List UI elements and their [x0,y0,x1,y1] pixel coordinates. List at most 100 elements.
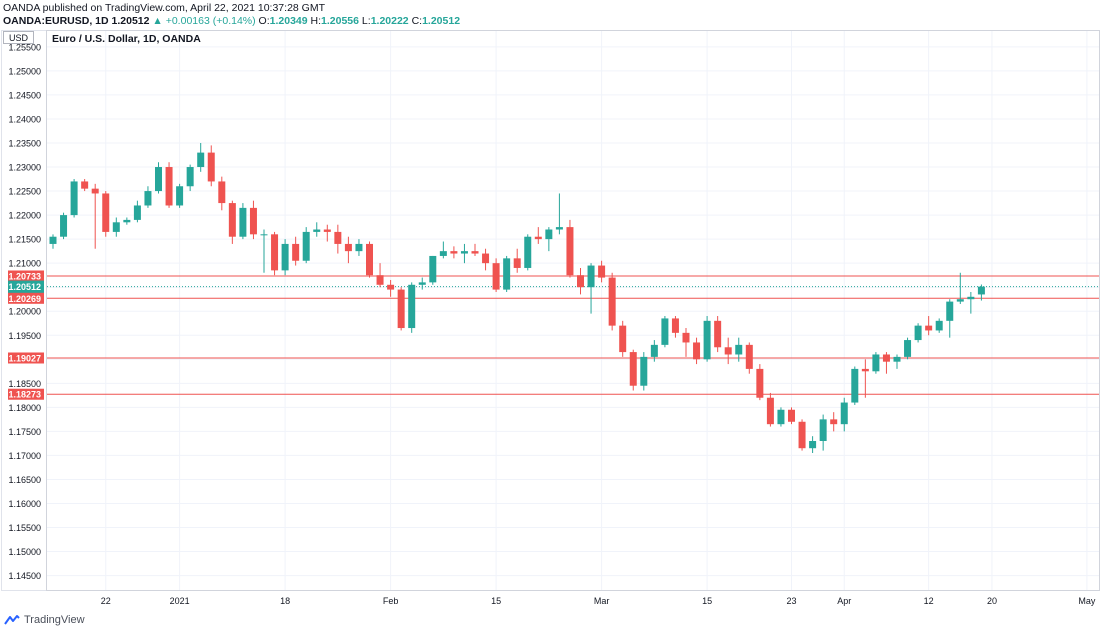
candle-body [429,255,437,283]
price-axis[interactable] [1,30,47,591]
candle-body [893,356,901,362]
candle-body [735,344,743,355]
candle-body [49,236,57,244]
x-tick-label: Mar [594,596,610,606]
candle-body [513,258,521,268]
candle-body [587,265,595,288]
y-tick-label: 1.22500 [8,187,41,197]
price-tag-text: 1.19027 [8,353,41,363]
close-value: 1.20512 [422,15,461,27]
y-tick-label: 1.24500 [8,90,41,100]
level-price-tag [8,270,44,282]
candle-body [292,243,300,261]
candle-body [777,409,785,425]
horizontal-levels [47,275,1099,395]
candle-body [534,236,542,240]
candle-body [344,243,352,252]
currency-box [3,31,34,44]
candle-body [334,231,342,244]
open-label: O: [258,15,270,27]
brand-label: TradingView [24,614,85,626]
grid [47,31,1099,590]
candle-body [218,181,226,204]
candle-body [661,318,669,345]
candle-body [851,368,859,403]
candle-body [450,251,458,254]
candle-body [197,152,205,168]
candles [49,142,985,454]
time-axis: 22 2021 18 Feb 15 Mar 15 23 Apr 12 20 May [101,596,1096,606]
candle-body [935,320,943,331]
candle-body [598,265,606,278]
price-tag-text: 1.20512 [8,282,41,292]
candle-body [967,296,975,300]
x-tick-label: 15 [702,596,712,606]
y-tick-label: 1.17000 [8,451,41,461]
candle-body [228,203,236,237]
candle-body [977,286,985,295]
high-label: H: [310,15,322,27]
candle-body [260,234,268,236]
candle-body [830,419,838,425]
close-label: C: [411,15,423,27]
candle-body [376,275,384,285]
candle-body [313,229,321,232]
candle-body [524,236,532,268]
x-tick-label: 12 [924,596,934,606]
candle-body [492,263,500,290]
y-tick-label: 1.16500 [8,475,41,485]
candle-body [766,397,774,425]
candle-body [882,354,890,362]
y-tick-label: 1.16000 [8,499,41,509]
candle-body [745,344,753,369]
candle-body [640,356,648,386]
candle-body [155,167,162,192]
price-change: ▲ +0.00163 (+0.14%) [152,15,256,27]
candle-body [956,299,964,302]
currency-label: USD [9,33,29,43]
symbol-label: OANDA:EURUSD, 1D [3,15,109,27]
level-price-tag [8,388,44,400]
x-tick-label: Feb [383,596,399,606]
y-tick-label: 1.18500 [8,379,41,389]
level-price-tag [8,292,44,304]
x-tick-label: Apr [837,596,851,606]
candle-body [302,231,310,261]
candle-body [608,277,616,326]
price-tag-text: 1.20733 [8,271,41,281]
candle-body [186,167,194,187]
candle-body [239,207,247,237]
price-tag-text: 1.20269 [8,294,41,304]
y-tick-label: 1.25000 [8,66,41,76]
plot-frame [46,30,1100,591]
y-tick-label: 1.15500 [8,523,41,533]
y-tick-label: 1.21500 [8,235,41,245]
candle-body [387,284,395,290]
footer: TradingView [4,612,85,628]
y-tick-label: 1.20000 [8,307,41,317]
y-tick-label: 1.19500 [8,331,41,341]
candle-body [724,347,732,355]
price-tag-text: 1.18273 [8,390,41,400]
x-tick-label: 2021 [170,596,190,606]
candle-body [650,344,658,357]
candle-body [397,289,405,329]
last-price: 1.20512 [111,15,150,27]
candle-body [249,207,257,235]
candle-body [102,193,110,232]
price-tags: 1.207331.2051210:22:341.202691.190271.18… [8,270,44,400]
candle-body [925,325,933,331]
candle-body [165,167,173,206]
candle-body [207,152,215,182]
x-tick-label: 22 [101,596,111,606]
candle-body [408,284,416,329]
low-label: L: [361,15,371,27]
candle-body [503,258,511,290]
candle-body [872,354,880,372]
candle-body [566,227,574,276]
candle-body [577,275,584,288]
chart-title: Euro / U.S. Dollar, 1D, OANDA [52,33,201,45]
candle-body [545,229,553,240]
candle-body [904,340,912,357]
